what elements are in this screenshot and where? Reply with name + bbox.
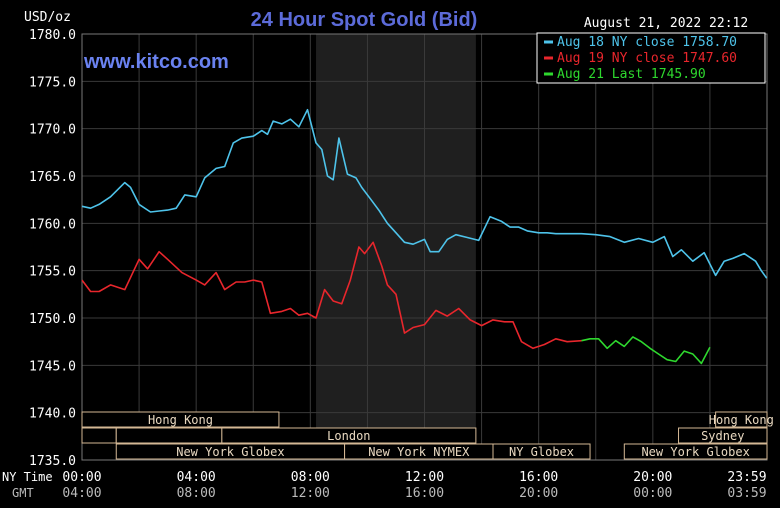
- x-tick-label-ny: 00:00: [62, 470, 101, 485]
- x-tick-label-ny: 08:00: [291, 470, 330, 485]
- y-tick-label: 1765.0: [29, 170, 76, 185]
- x-tick-label-gmt: 16:00: [405, 486, 444, 501]
- x-tick-label-ny: 04:00: [177, 470, 216, 485]
- session-box: [81, 427, 117, 444]
- x-tick-label-gmt: 00:00: [633, 486, 672, 501]
- session-label: New York NYMEX: [368, 445, 470, 459]
- legend-entry: Aug 19 NY close 1747.60: [557, 51, 737, 66]
- legend-entry: Aug 18 NY close 1758.70: [557, 35, 737, 50]
- x-tick-label-ny: 20:00: [633, 470, 672, 485]
- series-line-2: [81, 241, 582, 350]
- session-label: New York Globex: [176, 445, 284, 459]
- chart-timestamp: August 21, 2022 22:12: [584, 16, 748, 31]
- session-box: [221, 427, 477, 444]
- x-tick-label-gmt: 20:00: [519, 486, 558, 501]
- y-tick-label: 1750.0: [29, 312, 76, 327]
- x-tick-label-gmt: 04:00: [62, 486, 101, 501]
- plot-border: [81, 33, 768, 461]
- series-line-1: [81, 108, 768, 279]
- session-label: New York Globex: [641, 445, 749, 459]
- x-axis-label-ny: NY Time: [2, 470, 53, 484]
- session-label: Sydney: [701, 429, 744, 443]
- x-tick-label-gmt: 12:00: [291, 486, 330, 501]
- y-tick-label: 1745.0: [29, 359, 76, 374]
- session-box: [492, 443, 591, 460]
- watermark: www.kitco.com: [83, 51, 229, 73]
- session-label: NY Globex: [509, 445, 574, 459]
- series-line-3: [581, 336, 711, 365]
- series-layer: [81, 108, 768, 365]
- x-tick-label-ny: 12:00: [405, 470, 444, 485]
- x-tick-label-gmt: 08:00: [177, 486, 216, 501]
- session-label: Hong Kong: [148, 413, 213, 427]
- y-tick-label: 1780.0: [29, 28, 76, 43]
- grid-layer: [81, 33, 768, 461]
- shaded-session-region: [316, 34, 476, 460]
- y-tick-label: 1755.0: [29, 265, 76, 280]
- x-tick-label-gmt: 03:59: [727, 486, 766, 501]
- y-tick-label: 1740.0: [29, 407, 76, 422]
- session-box: [623, 443, 768, 460]
- y-tick-label: 1735.0: [29, 454, 76, 469]
- y-axis-unit-label: USD/oz: [24, 10, 71, 25]
- session-label: Hong Kong: [709, 413, 774, 427]
- x-axis-label-gmt: GMT: [12, 486, 34, 500]
- y-tick-label: 1760.0: [29, 217, 76, 232]
- legend-entry: Aug 21 Last 1745.90: [557, 67, 706, 82]
- y-tick-label: 1770.0: [29, 123, 76, 138]
- chart-title: 24 Hour Spot Gold (Bid): [251, 9, 478, 31]
- axis-layer: 1780.0 1775.0 1770.0 1765.0 1760.0 1755.0 1750…: [29, 28, 767, 501]
- x-tick-label-ny: 16:00: [519, 470, 558, 485]
- session-label: London: [327, 429, 370, 443]
- session-box: [715, 411, 768, 428]
- y-tick-label: 1775.0: [29, 75, 76, 90]
- session-box: [115, 427, 223, 444]
- legend-box: [536, 32, 766, 84]
- session-bars: Hong Kong Hong Kong London Sydney New York G…: [81, 411, 774, 460]
- x-tick-label-ny: 23:59: [727, 470, 766, 485]
- session-box: [678, 427, 768, 444]
- session-box: [81, 411, 280, 428]
